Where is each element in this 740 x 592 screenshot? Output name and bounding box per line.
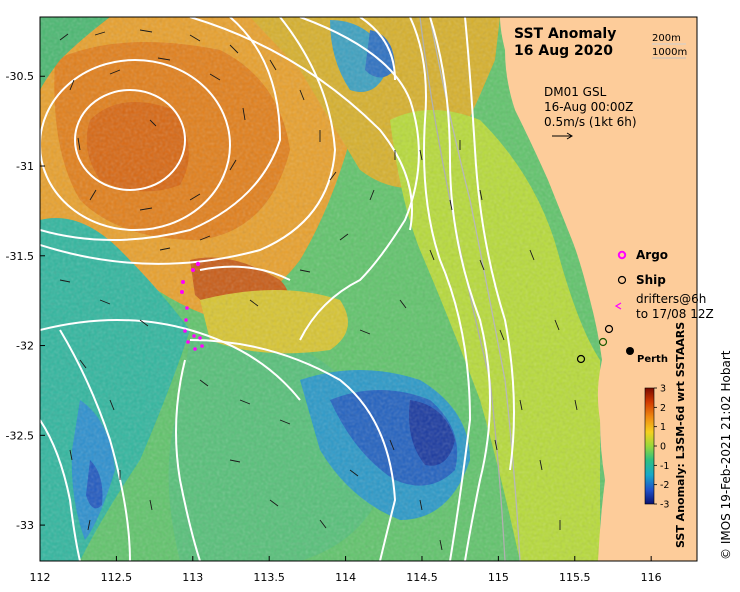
x-tick-label: 114 bbox=[335, 571, 356, 584]
y-tick-label: -32.5 bbox=[6, 429, 34, 442]
drifter-track bbox=[180, 261, 204, 351]
colorbar-tick-label: 2 bbox=[660, 403, 666, 414]
argo-legend-label: Argo bbox=[636, 248, 668, 262]
map-title: SST Anomaly bbox=[514, 26, 616, 42]
colorbar-tick-label: 1 bbox=[660, 422, 666, 433]
y-tick-label: -30.5 bbox=[6, 70, 34, 83]
velocity-scale-arrow bbox=[552, 132, 573, 140]
credit-text: © IMOS 19-Feb-2021 21:02 Hobart bbox=[719, 350, 733, 560]
drifters-legend-line2: to 17/08 12Z bbox=[636, 307, 714, 321]
model-label: DM01 GSL bbox=[544, 85, 607, 99]
colorbar-tick-label: 0 bbox=[660, 442, 666, 453]
y-tick-label: -31.5 bbox=[6, 250, 34, 263]
y-tick-label: -31 bbox=[16, 160, 34, 173]
y-axis-ticks: -30.5 -31 -31.5 -32 -32.5 -33 bbox=[6, 70, 45, 532]
colorbar-ticks: 3 2 1 0 -1 -2 -3 bbox=[654, 384, 669, 511]
x-tick-label: 113.5 bbox=[253, 571, 285, 584]
perth-marker bbox=[626, 347, 634, 355]
depth-label-1000: 1000m bbox=[652, 47, 687, 58]
x-tick-label: 112 bbox=[30, 571, 51, 584]
colorbar-tick-label: -1 bbox=[660, 461, 669, 472]
map-date: 16 Aug 2020 bbox=[514, 43, 613, 59]
sst-field bbox=[40, 17, 697, 561]
colorbar-tick-label: 3 bbox=[660, 384, 666, 395]
drifters-legend-line1: drifters@6h bbox=[636, 292, 706, 306]
colorbar-label: SST Anomaly: L3SM-6d wrt SSTAARS bbox=[674, 322, 687, 548]
x-tick-label: 116 bbox=[641, 571, 662, 584]
model-time: 16-Aug 00:00Z bbox=[544, 100, 633, 114]
x-tick-label: 114.5 bbox=[406, 571, 438, 584]
depth-label-200: 200m bbox=[652, 33, 681, 44]
x-axis-ticks: 112 112.5 113 113.5 114 114.5 115 115.5 116 bbox=[30, 556, 662, 584]
x-tick-label: 113 bbox=[182, 571, 203, 584]
perth-label: Perth bbox=[637, 354, 668, 365]
colorbar-tick-label: -2 bbox=[660, 480, 669, 491]
ship-legend-icon bbox=[617, 275, 627, 285]
argo-legend-icon bbox=[617, 250, 627, 260]
ship-legend-label: Ship bbox=[636, 273, 666, 287]
y-tick-label: -32 bbox=[16, 340, 34, 353]
ship-markers bbox=[576, 324, 614, 364]
colorbar-tick-label: -3 bbox=[660, 500, 669, 511]
x-tick-label: 115 bbox=[488, 571, 509, 584]
x-tick-label: 112.5 bbox=[101, 571, 133, 584]
drifter-legend-icon bbox=[614, 302, 622, 310]
scale-label: 0.5m/s (1kt 6h) bbox=[544, 115, 637, 129]
colorbar bbox=[644, 387, 655, 505]
x-tick-label: 115.5 bbox=[559, 571, 591, 584]
y-tick-label: -33 bbox=[16, 519, 34, 532]
